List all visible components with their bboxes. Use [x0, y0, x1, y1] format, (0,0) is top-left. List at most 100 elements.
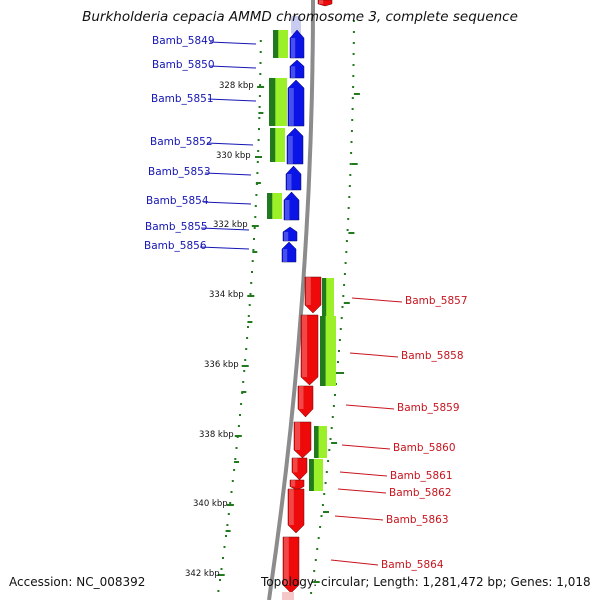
guide-dot	[258, 95, 261, 97]
guide-dot	[239, 414, 241, 416]
guide-dot	[344, 262, 347, 264]
gene-label[interactable]: Bamb_5856	[144, 240, 207, 252]
kbp-tick-right	[323, 511, 329, 513]
guide-dot	[352, 86, 355, 88]
kbp-tick	[234, 435, 242, 437]
gene-arrow-shine	[289, 88, 294, 126]
gene-arrow-reverse	[297, 385, 314, 418]
gene-label[interactable]: Bamb_5850	[152, 59, 215, 71]
gene-label[interactable]: Bamb_5863	[386, 514, 449, 526]
gene-label[interactable]: Bamb_5851	[151, 93, 214, 105]
guide-dot	[253, 227, 256, 229]
gene-arrow-shine	[289, 489, 294, 525]
guide-dot	[259, 62, 262, 64]
kbp-tick-right	[353, 93, 360, 95]
label-leader-lines	[199, 41, 403, 566]
gene-label[interactable]: Bamb_5852	[150, 136, 213, 148]
kbp-tick-right	[348, 232, 355, 234]
kbp-tick-label: 330 kbp	[216, 151, 251, 161]
gene-label[interactable]: Bamb_5853	[148, 166, 211, 178]
backbone-highlight	[291, 16, 301, 34]
leader-line	[209, 41, 257, 45]
gene-label[interactable]: Bamb_5857	[405, 295, 468, 307]
guide-dot	[242, 381, 245, 383]
gene-label[interactable]: Bamb_5864	[381, 559, 444, 571]
gene-arrow-shine	[287, 174, 292, 190]
gene-label[interactable]: Bamb_5859	[397, 402, 460, 414]
guide-dot	[352, 64, 355, 66]
leader-line	[202, 201, 252, 205]
guide-dot	[244, 359, 247, 361]
orf-block-dark	[273, 30, 279, 58]
leader-line	[204, 172, 252, 176]
gene-arrow-shine	[285, 200, 290, 220]
chromosome-backbone	[267, 0, 315, 600]
leader-line	[351, 297, 403, 303]
guide-dot	[225, 535, 227, 537]
guide-dot	[350, 141, 353, 143]
backbone-line	[267, 0, 315, 600]
guide-dot	[352, 53, 355, 55]
gene-arrow-shine	[291, 66, 296, 78]
guide-dot	[345, 240, 348, 242]
guide-dot	[230, 491, 233, 493]
dotted-guide-lines	[217, 20, 355, 594]
guide-dot	[348, 196, 351, 198]
guide-dot	[250, 282, 253, 284]
gene-label[interactable]: Bamb_5855	[145, 221, 208, 233]
kbp-tick-label: 340 kbp	[193, 499, 228, 509]
gene-label[interactable]: Bamb_5862	[389, 487, 452, 499]
guide-dot	[253, 238, 255, 240]
guide-dot	[254, 216, 257, 218]
gene-arrow-reverse	[291, 457, 308, 481]
gene-arrow-reverse	[287, 488, 305, 534]
gene-arrow-forward	[282, 226, 298, 242]
guide-dot	[331, 416, 334, 418]
guide-dot	[352, 31, 355, 33]
guide-dot	[227, 513, 230, 515]
guide-dot	[345, 251, 348, 253]
leader-line	[330, 559, 379, 566]
guide-dot	[339, 328, 342, 330]
kbp-tick	[226, 504, 234, 506]
gene-label[interactable]: Bamb_5861	[390, 470, 453, 482]
guide-dot	[243, 370, 246, 372]
leader-line	[334, 515, 384, 521]
guide-dot	[313, 570, 316, 572]
kbp-tick-marks	[217, 86, 360, 583]
gene-label[interactable]: Bamb_5849	[152, 35, 215, 47]
kbp-tick	[247, 295, 255, 297]
orf-block-dark	[320, 316, 326, 386]
kbp-tick-minor	[258, 112, 264, 114]
gene-label[interactable]: Bamb_5860	[393, 442, 456, 454]
orf-block-dark	[267, 193, 273, 219]
guide-dot	[256, 161, 259, 163]
guide-dot	[256, 172, 259, 174]
gene-arrow-shine	[299, 386, 304, 409]
guide-dot	[350, 130, 353, 132]
guide-dot	[247, 315, 250, 317]
leader-line	[345, 404, 395, 410]
kbp-tick-minor	[241, 391, 247, 393]
gene-arrow-shine	[284, 231, 289, 241]
guide-dot	[348, 185, 351, 187]
guide-dot	[254, 205, 257, 207]
guide-dot	[338, 350, 340, 352]
gene-arrow-forward	[286, 127, 304, 165]
gene-arrow-forward	[281, 241, 297, 263]
guide-dot	[231, 480, 234, 482]
guide-dot	[323, 493, 326, 495]
leader-line	[200, 227, 250, 231]
guide-dot	[324, 482, 327, 484]
kbp-tick	[251, 225, 259, 227]
guide-dot	[316, 548, 319, 550]
guide-dot	[249, 293, 252, 295]
guide-dot	[347, 218, 350, 220]
guide-dot	[317, 537, 320, 539]
gene-arrow-shine	[291, 38, 296, 58]
guide-dot	[319, 526, 322, 528]
gene-label[interactable]: Bamb_5858	[401, 350, 464, 362]
gene-label[interactable]: Bamb_5854	[146, 195, 209, 207]
kbp-tick	[241, 365, 249, 367]
guide-dot	[332, 405, 335, 407]
